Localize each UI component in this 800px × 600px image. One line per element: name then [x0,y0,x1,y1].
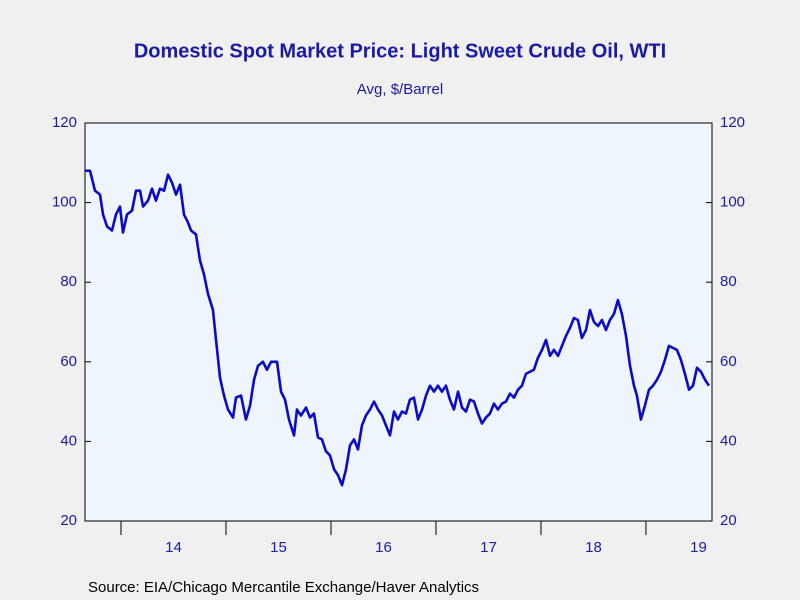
y2-tick-label: 40 [720,432,737,449]
y-tick-label: 20 [60,512,77,529]
x-tick-label: 14 [165,539,182,556]
y2-tick-label: 80 [720,273,737,290]
y-tick-label: 100 [52,194,77,211]
x-tick-label: 19 [690,539,707,556]
y2-tick-label: 20 [720,512,737,529]
plot-area [84,122,713,522]
x-tick-label: 17 [480,539,497,556]
y2-tick-label: 60 [720,353,737,370]
price-line [85,169,711,487]
x-tick-label: 16 [375,539,392,556]
source-note: Source: EIA/Chicago Mercantile Exchange/… [88,579,479,596]
y2-tick-label: 100 [720,194,745,211]
x-tick-label: 18 [585,539,602,556]
y-tick-label: 60 [60,353,77,370]
y-tick-label: 80 [60,273,77,290]
chart-title: Domestic Spot Market Price: Light Sweet … [134,40,666,62]
y-tick-label: 40 [60,432,77,449]
x-tick-label: 15 [270,539,287,556]
chart-subtitle: Avg, $/Barrel [357,81,443,98]
y-tick-label: 120 [52,114,77,131]
y2-tick-label: 120 [720,114,745,131]
